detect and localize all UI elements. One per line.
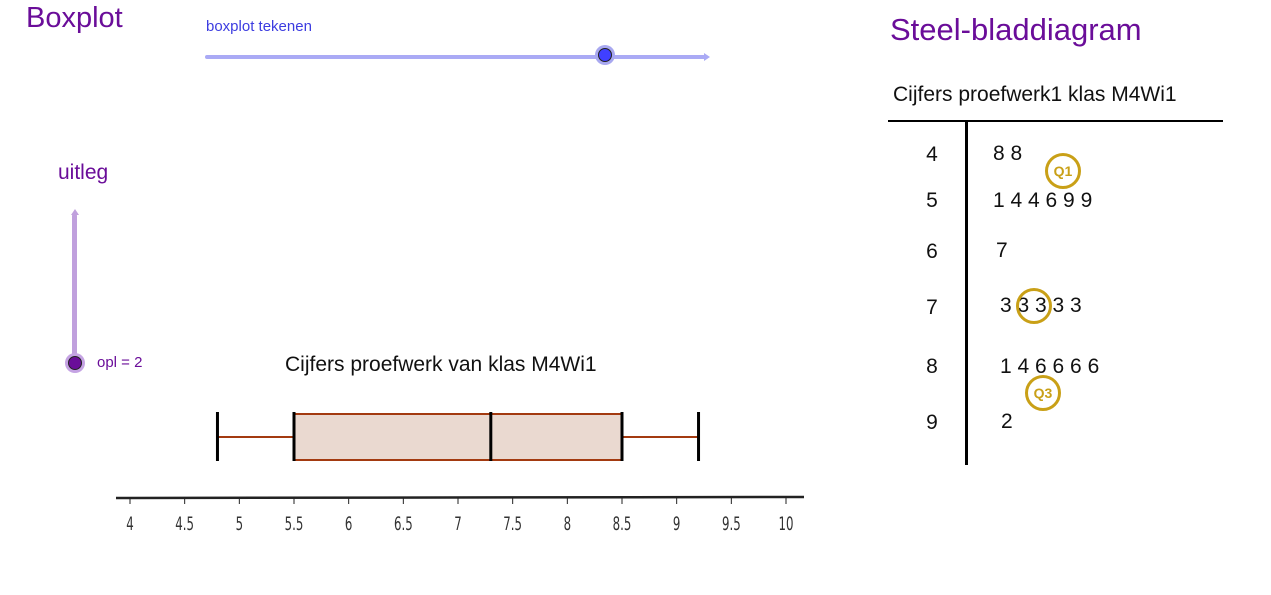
tick-label: 9 [673, 512, 680, 535]
leaves-8: 1 4 6 6 6 6 [1000, 355, 1100, 378]
chart-title: Cijfers proefwerk van klas M4Wi1 [285, 353, 597, 376]
stem-6: 6 [926, 240, 938, 263]
slider-arrow-icon [71, 209, 79, 215]
tick-label: 5 [236, 512, 243, 535]
explain-slider-handle[interactable] [68, 356, 82, 370]
explain-slider-value: opl = 2 [97, 354, 143, 371]
stem-leaf-subtitle: Cijfers proefwerk1 klas M4Wi1 [893, 83, 1177, 106]
leaves-5: 1 4 4 6 9 9 [993, 189, 1093, 212]
tick-label: 10 [779, 512, 794, 535]
median-marker [1016, 288, 1052, 324]
tick-label: 6 [345, 512, 352, 535]
tick-label: 7 [454, 512, 461, 535]
leaves-9: 2 [1001, 410, 1013, 433]
x-axis: 4 4.5 5 5.5 6 6.5 7 7.5 8 8.5 9 9.5 10 [115, 495, 805, 535]
stem-7: 7 [926, 296, 938, 319]
tick-label: 9.5 [722, 512, 741, 535]
stem-9: 9 [926, 411, 938, 434]
stem-leaf-title: Steel-bladdiagram [890, 12, 1142, 47]
explain-slider-track[interactable] [72, 214, 77, 364]
tick-label: 7.5 [503, 512, 522, 535]
stem-4: 4 [926, 143, 938, 166]
tick-label: 4.5 [175, 512, 194, 535]
tick-label: 8.5 [613, 512, 632, 535]
tick-label: 8 [564, 512, 571, 535]
draw-slider-label: boxplot tekenen [206, 18, 312, 35]
q1-marker: Q1 [1045, 153, 1081, 189]
leaves-4: 8 8 [993, 142, 1023, 165]
q3-marker: Q3 [1025, 375, 1061, 411]
slider-arrow-icon [704, 53, 710, 61]
draw-slider-handle[interactable] [598, 48, 612, 62]
tick-label: 4 [126, 512, 133, 535]
axis-line [115, 495, 805, 500]
boxplot-chart: 4 4.5 5 5.5 6 6.5 7 7.5 8 8.5 9 9.5 10 [115, 412, 805, 535]
stem-leaf-divider [965, 120, 968, 465]
stem-leaf-header-line [888, 120, 1223, 122]
explain-label: uitleg [58, 161, 109, 184]
boxplot-title: Boxplot [26, 2, 123, 34]
boxplot [215, 412, 701, 461]
draw-slider-track[interactable] [205, 55, 708, 59]
stem-8: 8 [926, 355, 938, 378]
stem-5: 5 [926, 189, 938, 212]
leaves-6: 7 [996, 239, 1008, 262]
tick-label: 5.5 [285, 512, 304, 535]
tick-label: 6.5 [394, 512, 413, 535]
box [293, 413, 623, 461]
